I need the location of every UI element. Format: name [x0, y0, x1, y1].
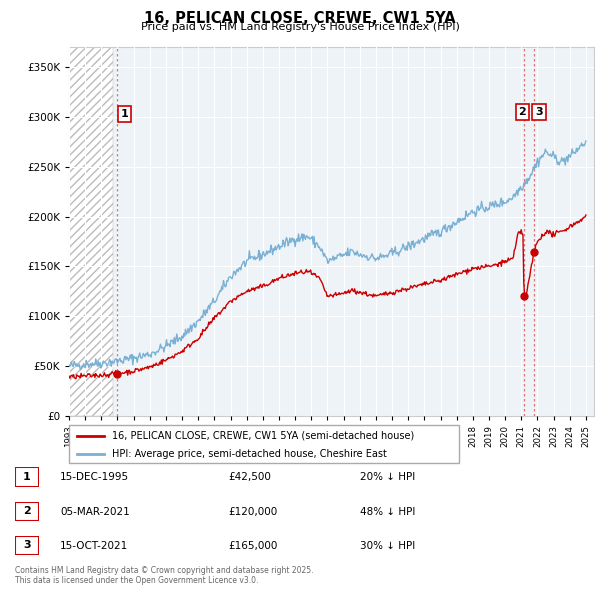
Text: 1: 1 [23, 472, 31, 482]
Text: Price paid vs. HM Land Registry's House Price Index (HPI): Price paid vs. HM Land Registry's House … [140, 22, 460, 32]
FancyBboxPatch shape [15, 502, 39, 521]
FancyBboxPatch shape [69, 425, 459, 463]
FancyBboxPatch shape [15, 536, 39, 555]
Text: 1: 1 [121, 109, 128, 119]
Text: 3: 3 [535, 107, 543, 117]
Text: 3: 3 [23, 540, 31, 550]
Text: 2: 2 [518, 107, 526, 117]
Text: HPI: Average price, semi-detached house, Cheshire East: HPI: Average price, semi-detached house,… [112, 448, 387, 458]
Text: £165,000: £165,000 [228, 541, 277, 550]
Text: 15-DEC-1995: 15-DEC-1995 [60, 473, 129, 482]
Text: 16, PELICAN CLOSE, CREWE, CW1 5YA (semi-detached house): 16, PELICAN CLOSE, CREWE, CW1 5YA (semi-… [112, 431, 414, 441]
Text: 16, PELICAN CLOSE, CREWE, CW1 5YA: 16, PELICAN CLOSE, CREWE, CW1 5YA [144, 11, 456, 25]
Text: 20% ↓ HPI: 20% ↓ HPI [360, 473, 415, 482]
Text: £120,000: £120,000 [228, 507, 277, 516]
Text: 48% ↓ HPI: 48% ↓ HPI [360, 507, 415, 516]
Text: 15-OCT-2021: 15-OCT-2021 [60, 541, 128, 550]
Text: Contains HM Land Registry data © Crown copyright and database right 2025.
This d: Contains HM Land Registry data © Crown c… [15, 566, 314, 585]
Text: 2: 2 [23, 506, 31, 516]
Text: 05-MAR-2021: 05-MAR-2021 [60, 507, 130, 516]
Text: £42,500: £42,500 [228, 473, 271, 482]
Text: 30% ↓ HPI: 30% ↓ HPI [360, 541, 415, 550]
FancyBboxPatch shape [15, 467, 39, 487]
